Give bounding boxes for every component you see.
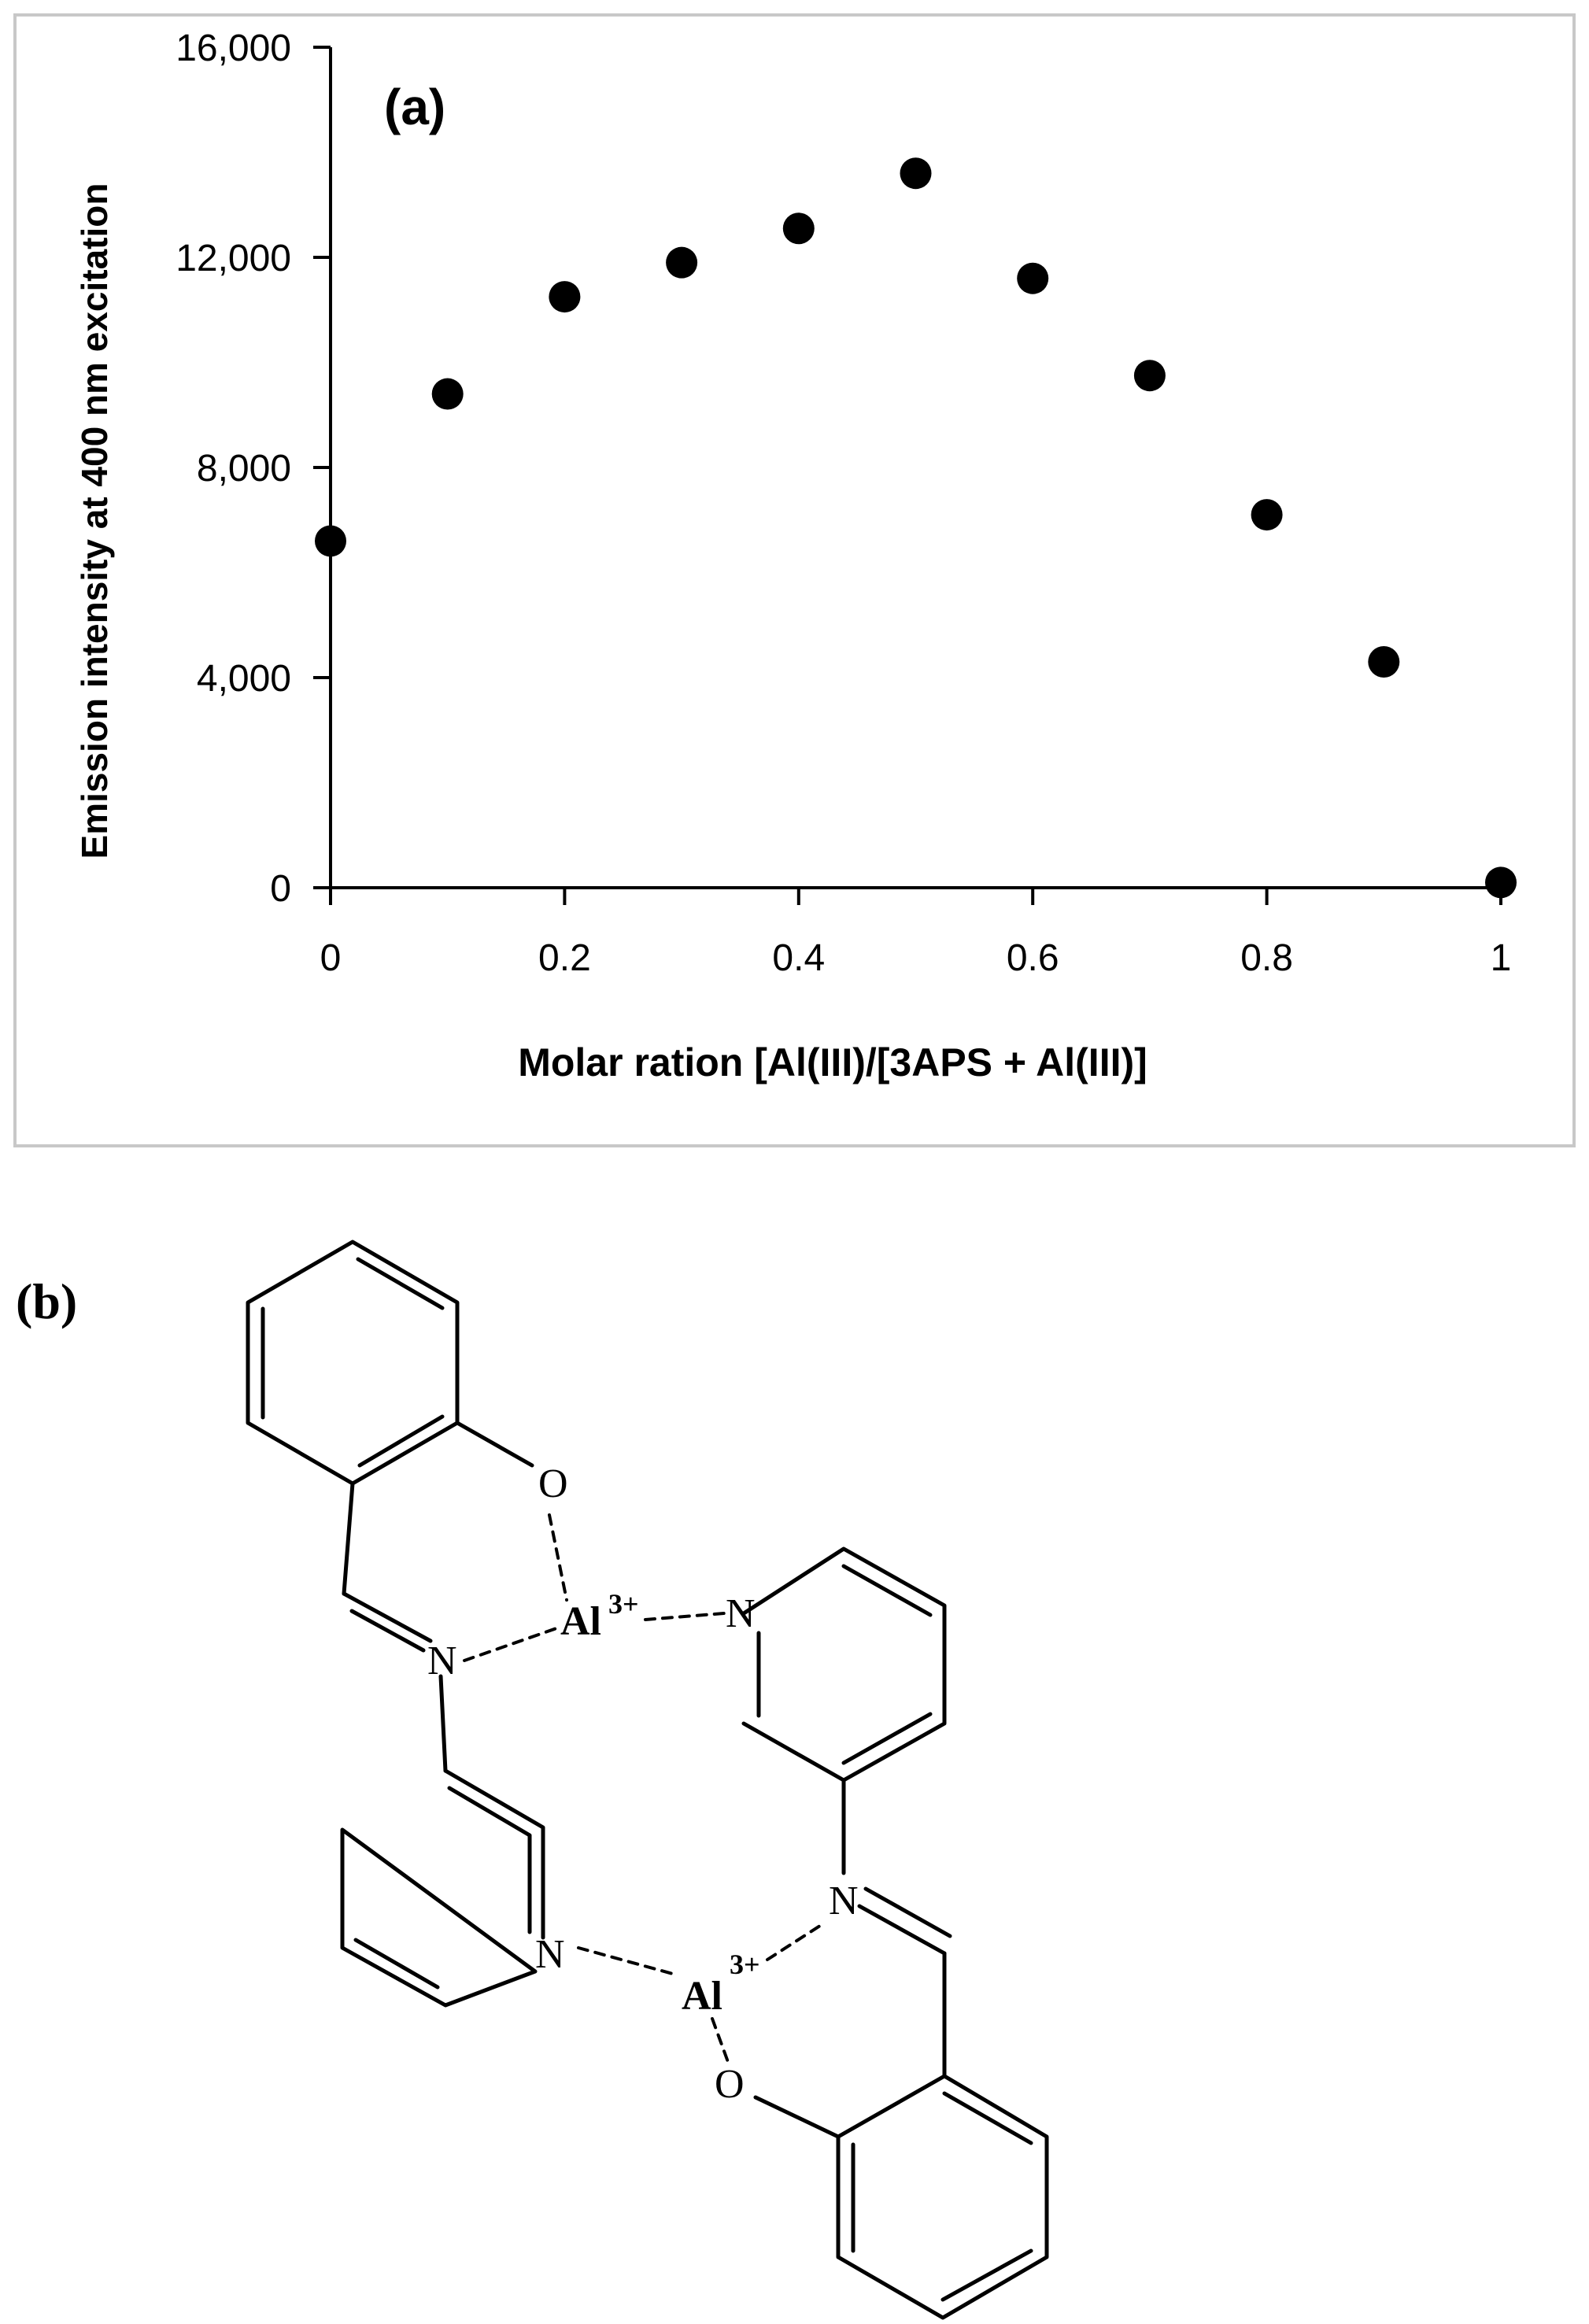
data-points <box>315 157 1517 899</box>
x-tick-label: 1 <box>1491 937 1512 979</box>
x-tick-label: 0.2 <box>538 937 591 979</box>
y-tick-label: 4,000 <box>197 658 291 700</box>
data-point <box>666 246 698 279</box>
imine-double-bond-top-2 <box>349 1609 426 1653</box>
pyridine-ring-left <box>340 1768 545 2008</box>
atom-al-top: Al <box>560 1599 601 1644</box>
phenol-ring-bottom <box>836 2074 1049 2320</box>
imine-double-bond-bottom-2 <box>863 1886 952 1938</box>
pyridine-ring-right <box>741 1546 947 1783</box>
atom-n-imine-top: N <box>427 1639 457 1683</box>
bond-o-ring-bottom <box>753 2095 841 2139</box>
phenol-ring-bottom-inner-bonds <box>851 2091 1033 2302</box>
chemical-structure: (b) <box>16 1240 1049 2320</box>
bond-ring-imine-c-top <box>342 1481 355 1596</box>
panel-label-b: (b) <box>16 1273 77 1329</box>
y-axis-label: Emission intensity at 400 nm excitation <box>74 183 115 859</box>
phenol-ring-top-inner-bonds <box>261 1257 445 1468</box>
y-tick-label: 0 <box>270 868 291 910</box>
y-tick-label: 12,000 <box>176 238 291 279</box>
atom-o-bottom: O <box>715 2062 745 2107</box>
x-tick-label: 0.6 <box>1007 937 1059 979</box>
x-tick-label: 0 <box>320 937 342 979</box>
pyridine-ring-left-inner-bonds <box>353 1786 532 1990</box>
imine-double-bond-top-1 <box>342 1591 433 1643</box>
data-point <box>1017 262 1049 294</box>
phenol-ring-top <box>246 1240 460 1486</box>
atom-al-bottom: Al <box>682 1974 722 2019</box>
x-tick-label: 0.8 <box>1240 937 1293 979</box>
data-point <box>1251 499 1283 531</box>
atom-o-top: O <box>538 1461 568 1506</box>
x-axis-label: Molar ration [Al(III)/[3APS + Al(III)] <box>518 1040 1147 1084</box>
y-axis-ticks: 0 4,000 8,000 12,000 16,000 <box>176 28 331 910</box>
scatter-chart: 0 4,000 8,000 12,000 16,000 0 0.2 0.4 0.6 0.8 1 (… <box>74 28 1517 1084</box>
data-point <box>1368 645 1400 678</box>
y-tick-label: 16,000 <box>176 28 291 69</box>
imine-double-bond-bottom-1 <box>857 1904 947 1956</box>
bond-n-pyridine-top <box>438 1674 448 1773</box>
panel-label-a: (a) <box>384 79 445 135</box>
data-point <box>900 157 932 190</box>
data-point <box>315 525 346 557</box>
atom-al-top-charge: 3+ <box>608 1588 639 1620</box>
chart-frame <box>13 13 1576 1147</box>
coordination-bonds <box>463 1513 824 2064</box>
data-point <box>549 281 581 313</box>
atom-n-pyridine-top: N <box>726 1591 756 1636</box>
data-point <box>782 212 815 245</box>
atom-n-imine-bottom: N <box>829 1879 859 1923</box>
y-tick-label: 8,000 <box>197 448 291 490</box>
bond-ring-o-top <box>455 1421 534 1468</box>
atom-al-bottom-charge: 3+ <box>730 1949 760 1980</box>
x-axis-ticks: 0 0.2 0.4 0.6 0.8 1 <box>320 888 1512 979</box>
data-point <box>1485 866 1517 899</box>
atom-n-pyridine-bottom: N <box>535 1932 565 1977</box>
x-tick-label: 0.4 <box>772 937 825 979</box>
data-point <box>1133 360 1166 392</box>
data-point <box>431 378 464 410</box>
pyridine-ring-right-inner-bonds <box>756 1564 933 1765</box>
